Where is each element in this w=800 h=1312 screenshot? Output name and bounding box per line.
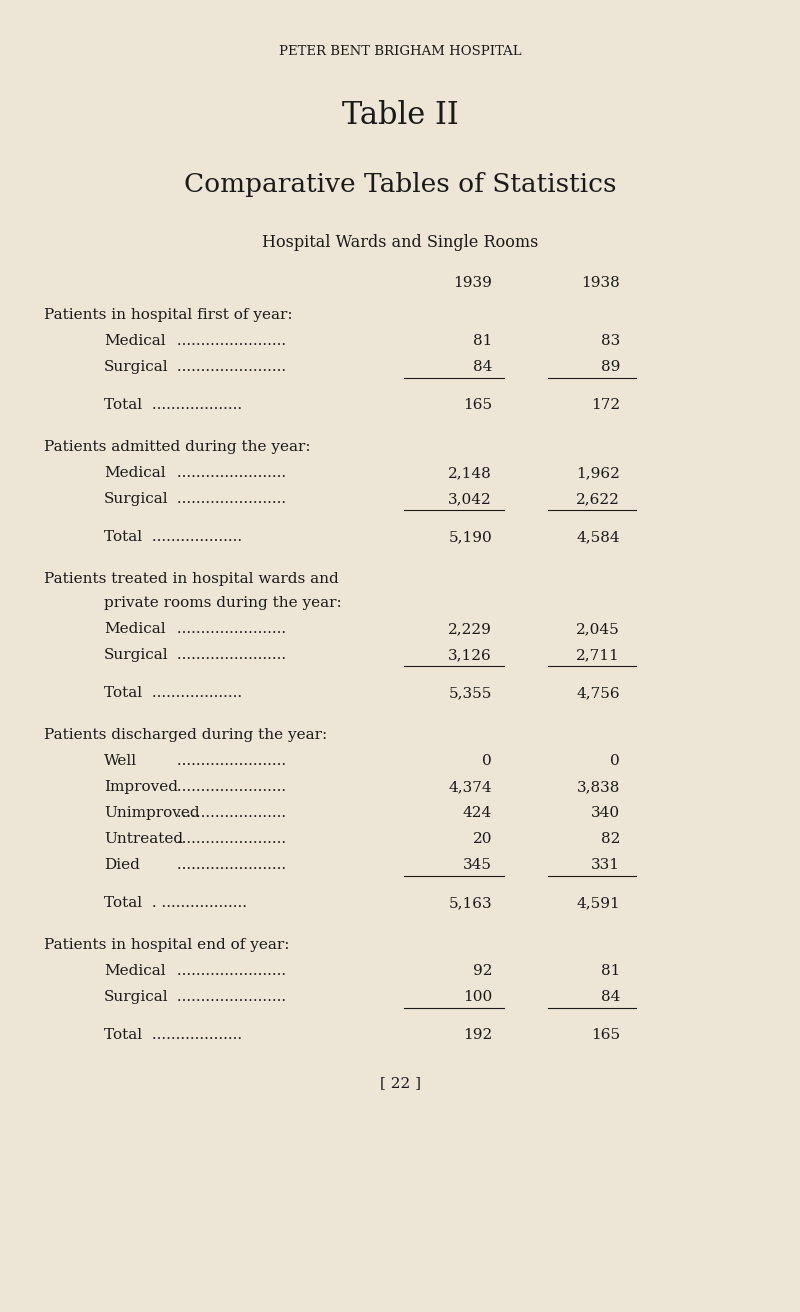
Text: .......................: ....................... [172, 335, 286, 348]
Text: 192: 192 [462, 1029, 492, 1042]
Text: 82: 82 [601, 832, 620, 846]
Text: 340: 340 [591, 806, 620, 820]
Text: .......................: ....................... [172, 754, 286, 768]
Text: Medical: Medical [104, 622, 166, 636]
Text: 0: 0 [482, 754, 492, 768]
Text: Well: Well [104, 754, 137, 768]
Text: Table II: Table II [342, 100, 458, 131]
Text: 1,962: 1,962 [576, 466, 620, 480]
Text: 172: 172 [591, 398, 620, 412]
Text: .......................: ....................... [172, 806, 286, 820]
Text: 84: 84 [473, 359, 492, 374]
Text: 3,042: 3,042 [448, 492, 492, 506]
Text: 81: 81 [601, 964, 620, 977]
Text: 3,126: 3,126 [448, 648, 492, 663]
Text: Comparative Tables of Statistics: Comparative Tables of Statistics [184, 172, 616, 197]
Text: 1939: 1939 [453, 276, 492, 290]
Text: Total  ...................: Total ................... [104, 398, 242, 412]
Text: 2,148: 2,148 [448, 466, 492, 480]
Text: Total  . ..................: Total . .................. [104, 896, 247, 911]
Text: Medical: Medical [104, 466, 166, 480]
Text: .......................: ....................... [172, 832, 286, 846]
Text: Died: Died [104, 858, 140, 872]
Text: 84: 84 [601, 991, 620, 1004]
Text: 5,163: 5,163 [448, 896, 492, 911]
Text: 2,045: 2,045 [576, 622, 620, 636]
Text: private rooms during the year:: private rooms during the year: [104, 596, 342, 610]
Text: Patients in hospital first of year:: Patients in hospital first of year: [44, 308, 293, 321]
Text: Patients admitted during the year:: Patients admitted during the year: [44, 440, 310, 454]
Text: 424: 424 [462, 806, 492, 820]
Text: Unimproved: Unimproved [104, 806, 200, 820]
Text: Medical: Medical [104, 964, 166, 977]
Text: Surgical: Surgical [104, 648, 169, 663]
Text: 2,711: 2,711 [576, 648, 620, 663]
Text: Patients treated in hospital wards and: Patients treated in hospital wards and [44, 572, 338, 586]
Text: 5,190: 5,190 [448, 530, 492, 544]
Text: PETER BENT BRIGHAM HOSPITAL: PETER BENT BRIGHAM HOSPITAL [278, 45, 522, 58]
Text: 4,756: 4,756 [576, 686, 620, 701]
Text: 345: 345 [463, 858, 492, 872]
Text: 81: 81 [473, 335, 492, 348]
Text: .......................: ....................... [172, 466, 286, 480]
Text: .......................: ....................... [172, 781, 286, 794]
Text: 89: 89 [601, 359, 620, 374]
Text: 331: 331 [591, 858, 620, 872]
Text: 1938: 1938 [582, 276, 620, 290]
Text: 83: 83 [601, 335, 620, 348]
Text: Patients in hospital end of year:: Patients in hospital end of year: [44, 938, 290, 953]
Text: 5,355: 5,355 [449, 686, 492, 701]
Text: 100: 100 [462, 991, 492, 1004]
Text: 2,622: 2,622 [576, 492, 620, 506]
Text: Surgical: Surgical [104, 359, 169, 374]
Text: 4,374: 4,374 [448, 781, 492, 794]
Text: Surgical: Surgical [104, 991, 169, 1004]
Text: Improved: Improved [104, 781, 178, 794]
Text: .......................: ....................... [172, 964, 286, 977]
Text: 4,584: 4,584 [576, 530, 620, 544]
Text: Total  ...................: Total ................... [104, 530, 242, 544]
Text: .......................: ....................... [172, 622, 286, 636]
Text: Surgical: Surgical [104, 492, 169, 506]
Text: .......................: ....................... [172, 991, 286, 1004]
Text: .......................: ....................... [172, 359, 286, 374]
Text: .......................: ....................... [172, 648, 286, 663]
Text: [ 22 ]: [ 22 ] [379, 1076, 421, 1090]
Text: 20: 20 [473, 832, 492, 846]
Text: Hospital Wards and Single Rooms: Hospital Wards and Single Rooms [262, 234, 538, 251]
Text: .......................: ....................... [172, 858, 286, 872]
Text: Untreated: Untreated [104, 832, 183, 846]
Text: Medical: Medical [104, 335, 166, 348]
Text: 0: 0 [610, 754, 620, 768]
Text: Total  ...................: Total ................... [104, 1029, 242, 1042]
Text: 165: 165 [591, 1029, 620, 1042]
Text: 165: 165 [463, 398, 492, 412]
Text: .......................: ....................... [172, 492, 286, 506]
Text: 3,838: 3,838 [577, 781, 620, 794]
Text: 2,229: 2,229 [448, 622, 492, 636]
Text: 92: 92 [473, 964, 492, 977]
Text: 4,591: 4,591 [576, 896, 620, 911]
Text: Total  ...................: Total ................... [104, 686, 242, 701]
Text: Patients discharged during the year:: Patients discharged during the year: [44, 728, 327, 743]
